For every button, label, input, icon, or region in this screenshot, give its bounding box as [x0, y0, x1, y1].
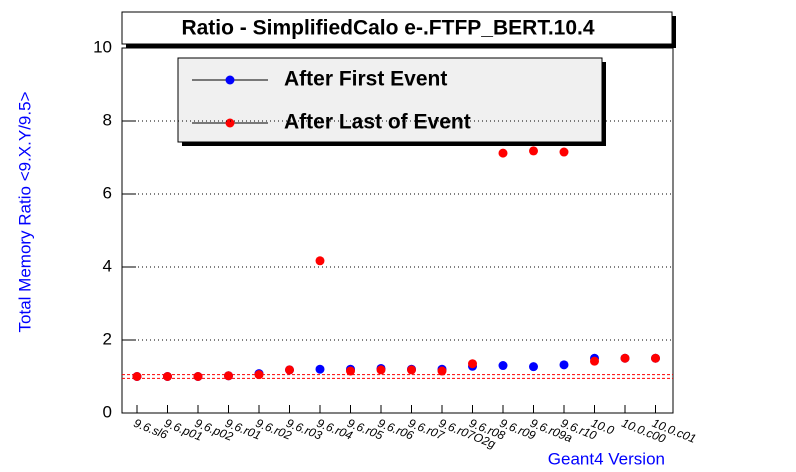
data-point [620, 353, 630, 363]
title-box [121, 11, 673, 45]
legend: After First Event After Last of Event [177, 57, 606, 146]
data-point [498, 361, 508, 371]
legend-marker [225, 118, 235, 128]
y-tick-label: 4 [103, 256, 112, 275]
data-point [559, 147, 569, 157]
legend-label: After First Event [284, 68, 447, 91]
data-point [651, 353, 660, 363]
y-tick-label: 8 [103, 110, 112, 129]
y-tick-label: 10 [93, 37, 112, 56]
data-point [193, 372, 203, 381]
x-axis-label: Geant4 Version [548, 449, 665, 468]
data-point [163, 372, 172, 381]
data-point [285, 365, 294, 375]
data-point [315, 364, 325, 374]
chart-title: Ratio - SimplifiedCalo e-.FTFP_BERT.10.4 [181, 17, 594, 40]
y-tick-label: 6 [103, 183, 112, 202]
legend-marker [225, 75, 235, 85]
data-point [529, 362, 538, 372]
y-tick-label: 0 [103, 402, 112, 421]
y-axis-label: Total Memory Ratio <9.X.Y/9.5> [15, 91, 34, 332]
legend-box [177, 57, 603, 143]
data-point [468, 359, 477, 369]
data-point [529, 146, 538, 156]
data-point [559, 360, 569, 370]
data-point [407, 365, 416, 375]
data-point [590, 356, 599, 366]
legend-label: After Last of Event [284, 111, 471, 134]
data-point [224, 371, 233, 381]
data-point [254, 370, 264, 380]
data-point [437, 366, 447, 376]
y-tick-label: 2 [103, 329, 112, 348]
data-point [315, 256, 325, 266]
data-point [376, 365, 386, 375]
data-point [498, 148, 508, 158]
data-point [346, 366, 355, 376]
data-point [132, 372, 142, 381]
